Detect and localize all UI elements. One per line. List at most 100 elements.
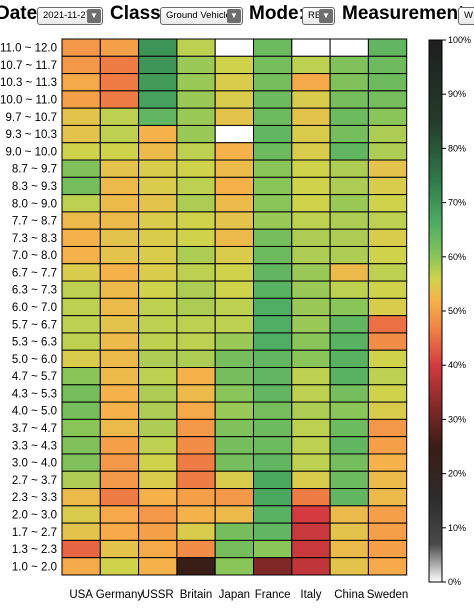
mode-select[interactable]: RB ▼ — [302, 7, 335, 25]
heatmap-cell — [176, 522, 216, 541]
heatmap-cell — [176, 453, 216, 472]
y-tick-label: 5.0 ~ 6.0 — [12, 354, 57, 366]
heatmap-cell — [329, 73, 369, 92]
heatmap-cell — [214, 73, 254, 92]
heatmap-cell — [61, 505, 101, 524]
heatmap-cell — [99, 436, 140, 455]
heatmap-cell — [138, 38, 178, 57]
mode-label: Mode: — [249, 3, 305, 24]
colorbar-tick-label: 90% — [448, 89, 466, 99]
heatmap-cell — [253, 90, 293, 109]
chevron-down-icon: ▼ — [227, 9, 241, 23]
y-tick-label: 10.7 ~ 11.7 — [0, 60, 57, 72]
y-tick-label: 3.3 ~ 4.3 — [12, 440, 57, 452]
heatmap-cell — [367, 453, 408, 472]
heatmap-cell — [214, 159, 254, 178]
heatmap-cell — [291, 263, 331, 282]
heatmap-cell — [253, 194, 293, 213]
heatmap-cell — [99, 245, 140, 265]
y-tick-label: 9.7 ~ 10.7 — [6, 112, 57, 124]
heatmap-cell — [99, 107, 140, 126]
date-select[interactable]: 2021-11-27 ▼ — [37, 7, 103, 25]
heatmap-cell — [367, 38, 408, 57]
heatmap-cell — [176, 194, 216, 213]
date-select-value: 2021-11-27 — [43, 10, 91, 21]
heatmap-cell — [253, 453, 293, 472]
y-tick-label: 5.7 ~ 6.7 — [12, 319, 57, 331]
heatmap-cell — [61, 297, 101, 317]
measurement-select[interactable]: W — [458, 7, 474, 25]
heatmap-cell — [138, 228, 178, 247]
colorbar-tick-label: 70% — [448, 198, 466, 208]
heatmap-cell — [291, 557, 331, 576]
heatmap-cell — [367, 245, 408, 265]
heatmap-cell — [138, 418, 178, 438]
heatmap-cell — [367, 297, 408, 317]
heatmap-cell — [367, 522, 408, 541]
heatmap-cell — [176, 505, 216, 524]
heatmap-cell — [99, 418, 140, 438]
heatmap-cell — [291, 332, 331, 351]
heatmap-cell — [99, 488, 140, 507]
class-select-value: Ground Vehicles — [166, 10, 236, 21]
heatmap-cell — [176, 38, 216, 57]
heatmap-cell — [214, 384, 254, 403]
heatmap-cell — [99, 124, 140, 144]
y-tick-label: 6.7 ~ 7.7 — [12, 267, 57, 279]
heatmap-cell — [329, 107, 369, 126]
heatmap-cell — [329, 263, 369, 282]
heatmap-cell — [138, 245, 178, 265]
heatmap-cell — [176, 315, 216, 334]
heatmap-cell — [61, 176, 101, 196]
y-tick-label: 1.3 ~ 2.3 — [12, 544, 57, 556]
heatmap-cell — [253, 245, 293, 265]
class-select[interactable]: Ground Vehicles ▼ — [160, 7, 243, 25]
heatmap-cell — [367, 539, 408, 559]
x-tick-label: France — [255, 589, 291, 601]
y-tick-label: 7.0 ~ 8.0 — [12, 250, 57, 262]
chevron-down-icon: ▼ — [319, 9, 333, 23]
heatmap-cell — [291, 401, 331, 420]
heatmap-cell — [329, 418, 369, 438]
heatmap-cell — [253, 401, 293, 420]
heatmap-cell — [99, 90, 140, 109]
heatmap-cell — [176, 176, 216, 196]
heatmap-cell — [176, 211, 216, 230]
heatmap-cell — [329, 332, 369, 351]
heatmap-cell — [367, 107, 408, 126]
heatmap-cell — [291, 245, 331, 265]
heatmap-cell — [99, 38, 140, 57]
x-tick-label: Sweden — [367, 589, 409, 601]
heatmap-cell — [99, 297, 140, 317]
heatmap-cell — [176, 470, 216, 490]
heatmap-cell — [138, 263, 178, 282]
heatmap-cell — [253, 349, 293, 369]
heatmap-cell — [176, 142, 216, 161]
heatmap-cell — [99, 539, 140, 559]
heatmap-cell — [367, 55, 408, 75]
heatmap-cell — [138, 142, 178, 161]
heatmap-cell — [176, 418, 216, 438]
y-tick-label: 6.3 ~ 7.3 — [12, 285, 57, 297]
heatmap-cell — [214, 211, 254, 230]
x-tick-label: Britain — [180, 589, 213, 601]
heatmap-cell — [99, 367, 140, 386]
heatmap-cell — [367, 488, 408, 507]
colorbar-tick-label: 60% — [448, 252, 466, 262]
x-tick-label: Japan — [219, 589, 250, 601]
heatmap-cell — [253, 505, 293, 524]
heatmap-cell — [138, 280, 178, 299]
heatmap-cell — [367, 124, 408, 144]
heatmap-cell — [99, 470, 140, 490]
heatmap-cell — [367, 159, 408, 178]
y-tick-label: 4.3 ~ 5.3 — [12, 388, 57, 400]
heatmap-cell — [176, 297, 216, 317]
heatmap-cell — [176, 263, 216, 282]
heatmap-cell — [367, 73, 408, 92]
heatmap-cell — [214, 228, 254, 247]
heatmap-cell — [214, 557, 254, 576]
y-tick-label: 9.0 ~ 10.0 — [6, 146, 57, 158]
heatmap-cell — [253, 522, 293, 541]
heatmap-cell — [367, 384, 408, 403]
